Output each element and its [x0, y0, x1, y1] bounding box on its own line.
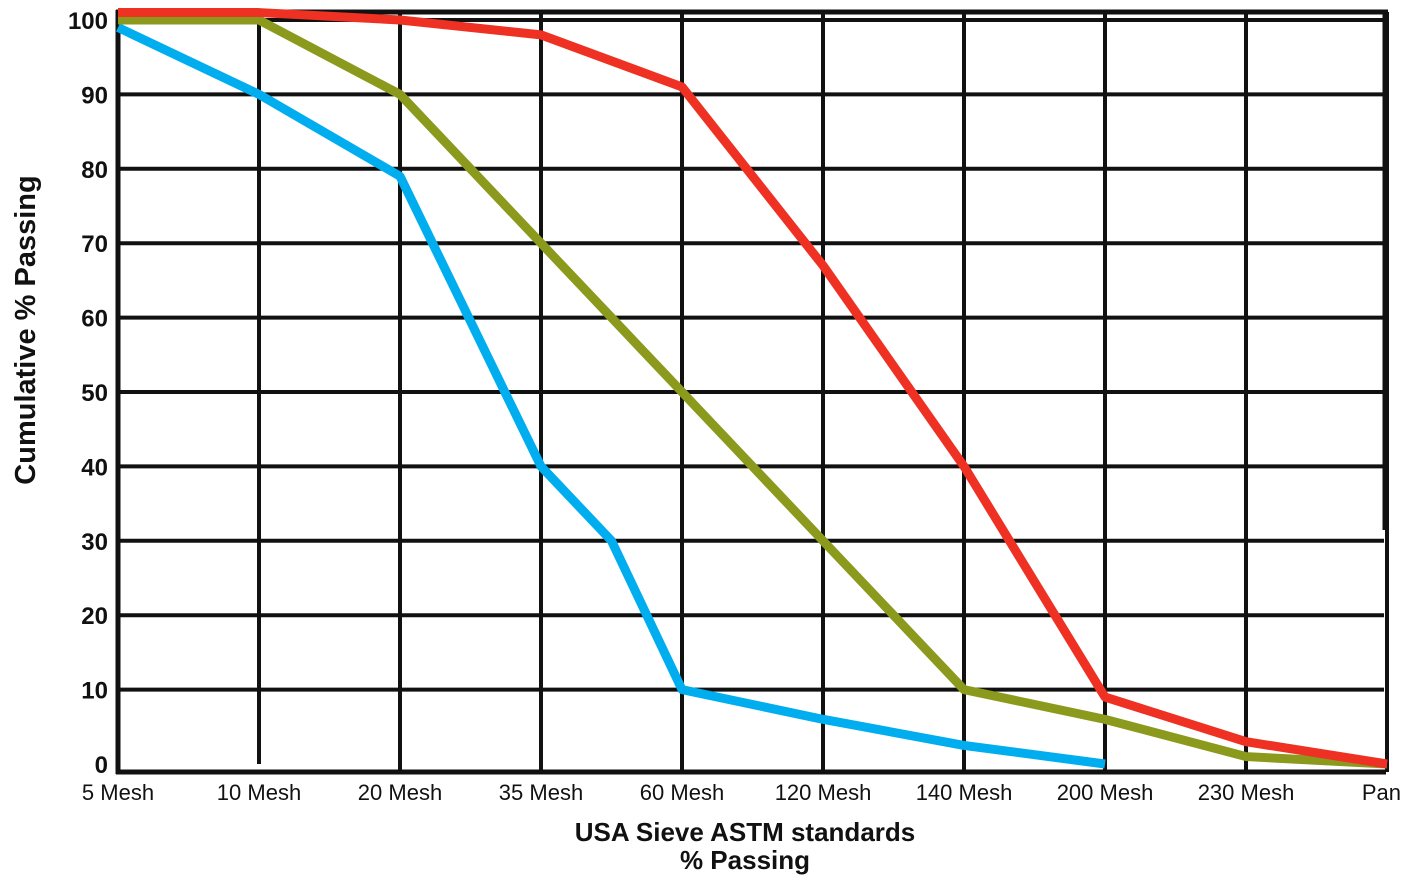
series-line-1	[116, 23, 1106, 769]
y-axis-label: Cumulative % Passing	[10, 175, 42, 485]
series-lines	[116, 8, 1388, 769]
y-tick-label: 40	[81, 454, 108, 481]
x-axis-label-line2: % Passing	[679, 845, 811, 875]
y-tick-label: 90	[81, 82, 108, 109]
y-tick-label: 20	[81, 603, 108, 630]
x-tick-label: 10 Mesh	[217, 780, 301, 805]
x-tick-label: 20 Mesh	[358, 780, 442, 805]
y-tick-label: 50	[81, 380, 108, 407]
x-tick-label: 35 Mesh	[499, 780, 583, 805]
series-line-2	[118, 15, 1388, 769]
y-tick-label: 80	[81, 157, 108, 184]
series-line-3	[118, 8, 1388, 769]
y-tick-label: 70	[81, 231, 108, 258]
x-tick-label: 120 Mesh	[775, 780, 872, 805]
x-tick-label: Pan	[1362, 780, 1401, 805]
x-axis-label-block: USA Sieve ASTM standards % Passing	[440, 818, 1050, 874]
x-tick-label: 200 Mesh	[1057, 780, 1154, 805]
x-tick-label: 140 Mesh	[916, 780, 1013, 805]
y-tick-label: 100	[68, 8, 108, 35]
x-axis-label: USA Sieve ASTM standards	[574, 817, 916, 847]
y-tick-label: 60	[81, 306, 108, 333]
x-tick-label: 5 Mesh	[82, 780, 154, 805]
y-tick-labels: 0 10 20 30 40 50 60 70 80 90 100	[68, 8, 108, 779]
y-tick-label: 30	[81, 529, 108, 556]
x-tick-label: 60 Mesh	[640, 780, 724, 805]
y-tick-label: 0	[95, 752, 108, 779]
x-tick-labels: 5 Mesh 10 Mesh 20 Mesh 35 Mesh 60 Mesh 120 Me…	[82, 780, 1401, 805]
y-tick-label: 10	[81, 678, 108, 705]
x-tick-label: 230 Mesh	[1198, 780, 1295, 805]
